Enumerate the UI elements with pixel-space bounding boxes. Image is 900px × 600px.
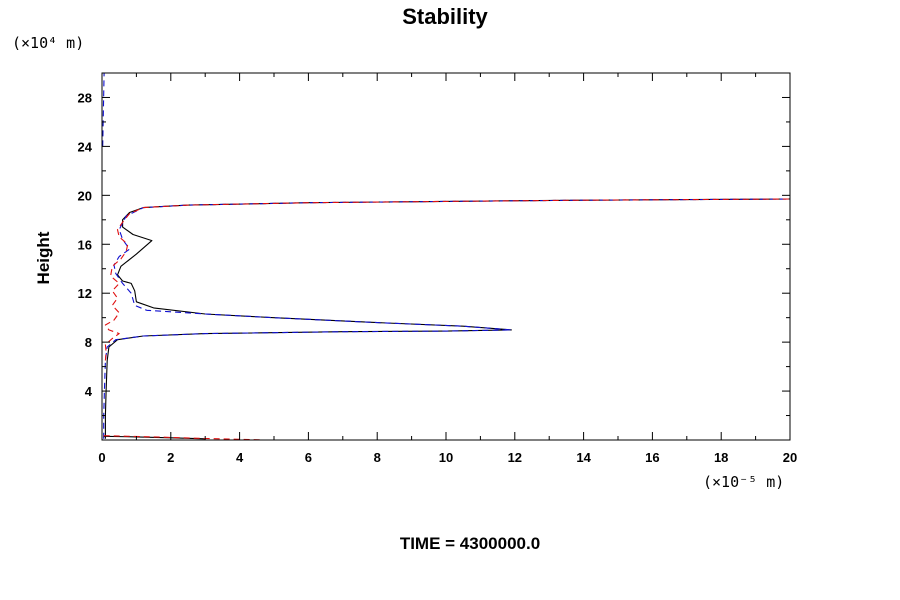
x-unit-label: (×10⁻⁵ m): [703, 473, 784, 491]
x-tick-label: 4: [236, 450, 244, 465]
series-line-1: [104, 198, 790, 439]
x-tick-label: 0: [98, 450, 105, 465]
x-tick-label: 14: [576, 450, 591, 465]
x-tick-label: 2: [167, 450, 174, 465]
x-tick-label: 8: [374, 450, 381, 465]
series-line-3: [104, 198, 790, 361]
y-tick-label: 12: [78, 286, 92, 301]
y-tick-label: 4: [85, 384, 93, 399]
x-tick-label: 6: [305, 450, 312, 465]
y-tick-label: 28: [78, 90, 92, 105]
y-tick-label: 8: [85, 335, 92, 350]
x-tick-label: 10: [439, 450, 453, 465]
x-tick-label: 16: [645, 450, 659, 465]
x-tick-label: 12: [508, 450, 522, 465]
series-line-4: [102, 73, 105, 147]
chart-title: Stability: [402, 4, 488, 29]
series-layer: [102, 73, 790, 440]
time-footer: TIME = 4300000.0: [400, 534, 540, 553]
y-tick-label: 20: [78, 188, 92, 203]
series-line-2: [103, 198, 790, 439]
y-axis-label: Height: [34, 231, 53, 284]
series-line-6: [103, 435, 261, 440]
x-tick-label: 20: [783, 450, 797, 465]
y-tick-label: 16: [78, 237, 92, 252]
y-unit-label: (×10⁴ m): [12, 34, 84, 52]
x-tick-label: 18: [714, 450, 728, 465]
y-tick-label: 24: [78, 139, 93, 154]
plot-frame: [101, 72, 791, 441]
